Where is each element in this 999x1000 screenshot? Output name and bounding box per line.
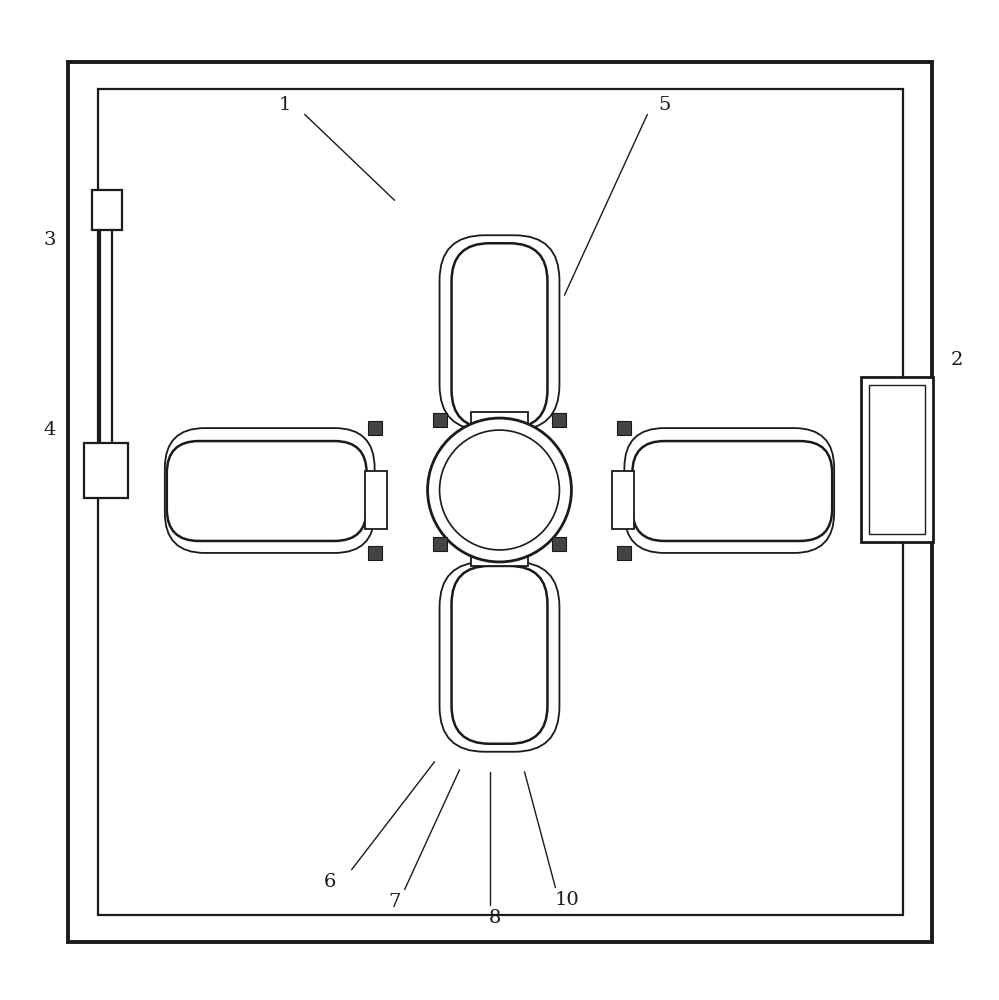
Bar xyxy=(98,89,903,915)
Bar xyxy=(433,413,447,427)
Text: 8: 8 xyxy=(489,909,500,927)
FancyBboxPatch shape xyxy=(632,441,832,541)
Bar xyxy=(471,412,528,434)
Bar xyxy=(433,537,447,551)
Bar xyxy=(368,546,382,560)
Bar xyxy=(869,385,925,534)
FancyBboxPatch shape xyxy=(167,441,367,541)
Bar xyxy=(552,537,566,551)
FancyBboxPatch shape xyxy=(165,428,375,553)
Bar xyxy=(68,62,932,942)
Bar xyxy=(368,421,382,435)
Bar xyxy=(471,544,528,566)
Bar xyxy=(92,190,122,230)
FancyBboxPatch shape xyxy=(440,235,559,430)
FancyBboxPatch shape xyxy=(624,428,834,553)
Bar xyxy=(552,413,566,427)
Bar xyxy=(617,421,631,435)
Bar xyxy=(612,471,634,529)
FancyBboxPatch shape xyxy=(440,562,559,752)
Text: 6: 6 xyxy=(324,873,336,891)
Circle shape xyxy=(428,418,571,562)
FancyBboxPatch shape xyxy=(452,243,547,428)
FancyBboxPatch shape xyxy=(452,566,547,744)
Text: 2: 2 xyxy=(951,351,963,369)
Bar xyxy=(617,546,631,560)
Text: 5: 5 xyxy=(658,96,670,114)
Circle shape xyxy=(440,430,559,550)
Bar xyxy=(861,377,933,542)
Text: 1: 1 xyxy=(279,96,291,114)
Text: 3: 3 xyxy=(44,231,56,249)
Bar xyxy=(365,471,387,529)
Text: 4: 4 xyxy=(44,421,56,439)
Bar xyxy=(84,443,128,498)
Text: 10: 10 xyxy=(555,891,579,909)
Text: 7: 7 xyxy=(389,893,401,911)
